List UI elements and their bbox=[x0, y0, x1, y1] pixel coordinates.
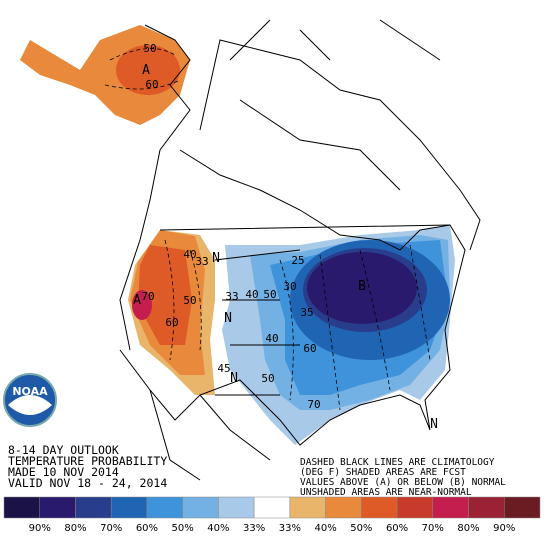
map-label: 35 bbox=[300, 306, 313, 319]
legend-label: 70% bbox=[422, 523, 444, 534]
legend-swatch bbox=[253, 496, 291, 519]
note-line: (DEG F) SHADED AREAS ARE FCST bbox=[300, 467, 466, 478]
header-line: 8-14 DAY OUTLOOK bbox=[8, 443, 119, 457]
header-line: TEMPERATURE PROBABILITY bbox=[8, 454, 167, 468]
map-label: N bbox=[230, 371, 238, 386]
legend-label: 40% bbox=[207, 523, 229, 534]
map-label: N bbox=[224, 311, 232, 326]
map-label: B bbox=[358, 279, 366, 294]
note-line: UNSHADED AREAS ARE NEAR-NORMAL bbox=[300, 487, 472, 498]
note-line: VALUES ABOVE (A) OR BELOW (B) NORMAL bbox=[300, 477, 506, 488]
map-label: 45 bbox=[217, 362, 230, 375]
legend-swatch bbox=[325, 496, 362, 519]
note: DASHED BLACK LINES ARE CLIMATOLOGY(DEG F… bbox=[300, 457, 506, 498]
legend-swatch bbox=[289, 496, 326, 519]
legend-swatch bbox=[218, 496, 255, 519]
map-label: A bbox=[133, 293, 141, 308]
map-outlines bbox=[119, 19, 481, 481]
legend-swatch bbox=[75, 496, 112, 519]
legend-swatch bbox=[3, 496, 40, 519]
map-label: 40 bbox=[183, 248, 196, 261]
shaded-areas bbox=[20, 25, 455, 445]
legend-label: 90% bbox=[29, 523, 51, 534]
legend-swatch bbox=[432, 496, 469, 519]
legend-label: 70% bbox=[100, 523, 122, 534]
legend-swatch bbox=[396, 496, 434, 519]
legend-swatch bbox=[504, 496, 541, 519]
legend-swatch bbox=[182, 496, 219, 519]
map-label: 50 bbox=[263, 288, 276, 301]
map-label: A bbox=[142, 63, 150, 78]
map-label: 70 bbox=[141, 290, 154, 303]
legend-label: 33% bbox=[243, 523, 265, 534]
map-label: 33 bbox=[225, 290, 238, 303]
map-label: 60 bbox=[303, 342, 316, 355]
legend: 90% 80% 70% 60% 50% 40% 33% 33% 40% 50% 60% 70% 80% 9… bbox=[3, 496, 541, 534]
legend-swatch bbox=[468, 496, 505, 519]
map-label: 60 bbox=[145, 78, 158, 91]
legend-label: 50% bbox=[350, 523, 372, 534]
legend-label: 60% bbox=[386, 523, 408, 534]
legend-label: 40% bbox=[314, 523, 336, 534]
legend-swatch bbox=[39, 496, 76, 519]
noaa-logo: NOAA bbox=[3, 373, 57, 427]
map-label: 50 bbox=[183, 294, 196, 307]
map-label: N bbox=[212, 251, 220, 266]
legend-swatch bbox=[110, 496, 148, 519]
map-label: 25 bbox=[291, 254, 304, 267]
header-line: VALID NOV 18 - 24, 2014 bbox=[8, 476, 167, 490]
legend-label: 33% bbox=[279, 523, 301, 534]
legend-label: 50% bbox=[172, 523, 194, 534]
legend-label: 60% bbox=[136, 523, 158, 534]
legend-swatch bbox=[146, 496, 183, 519]
map-label: N bbox=[430, 417, 438, 432]
map-label: 70 bbox=[307, 398, 320, 411]
map-label: 30 bbox=[283, 280, 296, 293]
legend-label: 80% bbox=[457, 523, 479, 534]
header-line: MADE 10 NOV 2014 bbox=[8, 465, 119, 479]
map-label: 50 bbox=[261, 372, 274, 385]
map-label: 40 bbox=[245, 288, 258, 301]
map-label: 40 bbox=[265, 332, 278, 345]
map-label: 60 bbox=[165, 316, 178, 329]
logo-text: NOAA bbox=[12, 385, 48, 398]
map-label: 33 bbox=[195, 255, 208, 268]
legend-label: 90% bbox=[493, 523, 515, 534]
legend-swatch bbox=[361, 496, 398, 519]
map-label: 50 bbox=[143, 42, 156, 55]
note-line: DASHED BLACK LINES ARE CLIMATOLOGY bbox=[300, 457, 495, 468]
climatology-lines bbox=[104, 48, 431, 411]
legend-label: 80% bbox=[64, 523, 86, 534]
